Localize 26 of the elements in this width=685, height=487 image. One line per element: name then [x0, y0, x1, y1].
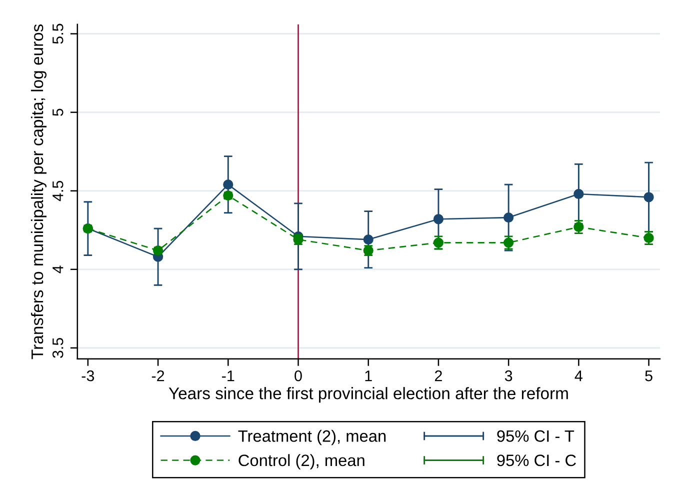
y-axis-title: Transfers to municipality per capita; log euros — [30, 24, 46, 360]
legend-label: Treatment (2), mean — [238, 430, 386, 446]
legend-label: 95% CI - C — [497, 454, 576, 466]
x-tick-label: 3 — [504, 370, 512, 382]
x-tick-label: 1 — [365, 370, 372, 382]
x-tick-label: -3 — [82, 370, 94, 382]
point — [223, 179, 234, 190]
x-tick-label: 5 — [645, 370, 652, 382]
x-tick-label: 0 — [294, 370, 302, 382]
x-axis-title: Years since the first provincial election after the reform — [168, 387, 568, 403]
y-tick-label: 4.5 — [52, 180, 64, 202]
point — [363, 234, 374, 245]
x-tick-label: 2 — [434, 370, 442, 382]
x-tick-label: -2 — [152, 370, 164, 382]
point — [433, 214, 444, 224]
legend-label: Control (2), mean — [238, 454, 364, 470]
y-tick-label: 5 — [52, 108, 64, 116]
y-tick-label: 4 — [52, 266, 64, 274]
point — [644, 192, 654, 202]
point — [574, 188, 584, 200]
y-tick-label: 5.5 — [52, 24, 64, 44]
y-tick-label: 3.5 — [52, 338, 64, 358]
x-tick-label: -1 — [222, 370, 234, 382]
legend-label: 95% CI - T — [497, 430, 574, 442]
x-tick-label: 4 — [574, 370, 582, 382]
point — [503, 212, 514, 223]
